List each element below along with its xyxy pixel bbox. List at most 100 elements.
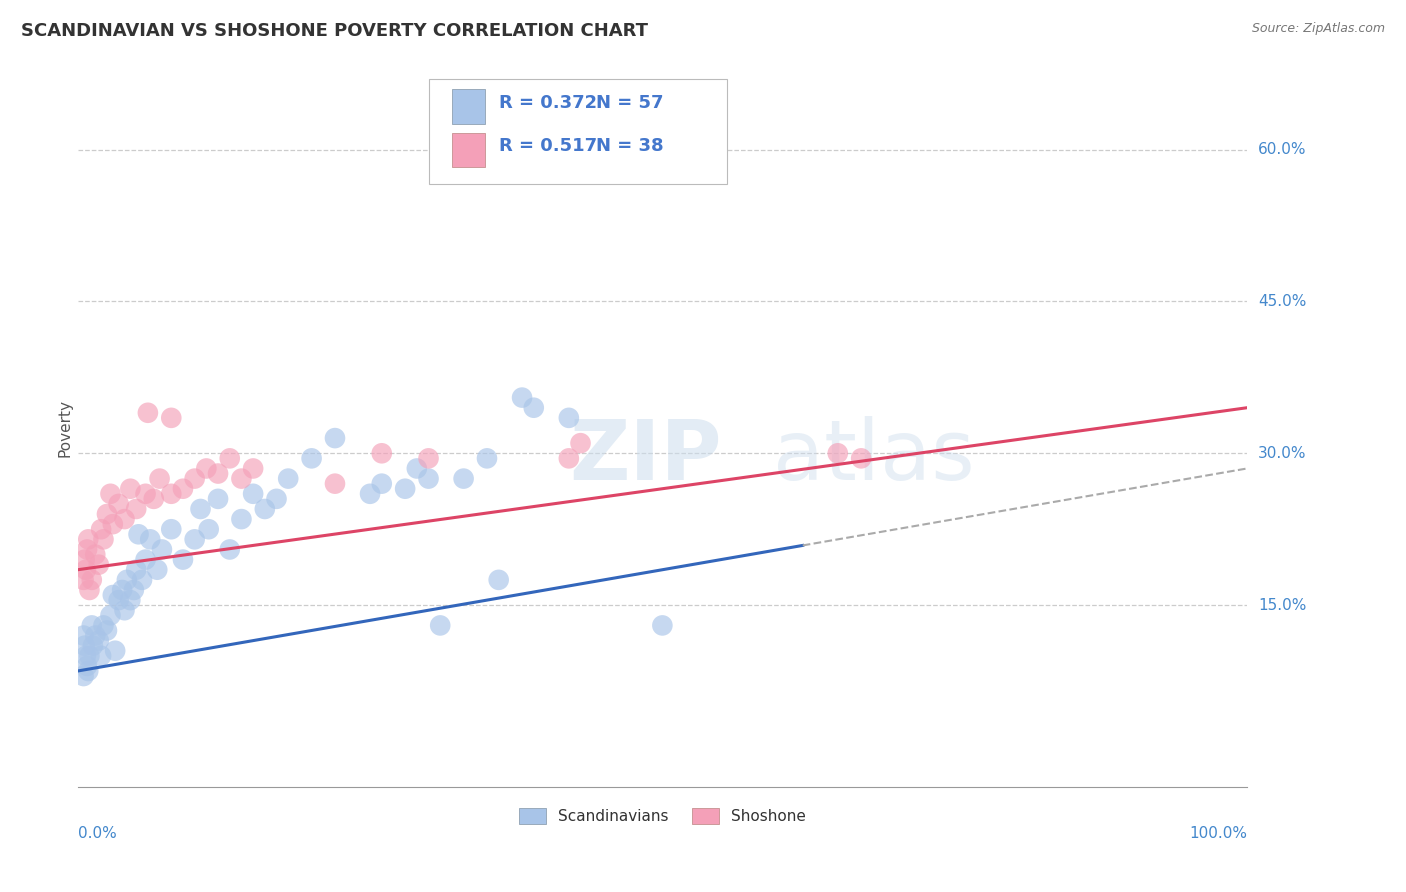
Point bbox=[77, 664, 100, 678]
Y-axis label: Poverty: Poverty bbox=[58, 399, 72, 457]
Text: Source: ZipAtlas.com: Source: ZipAtlas.com bbox=[1251, 22, 1385, 36]
Text: N = 57: N = 57 bbox=[596, 94, 664, 112]
Text: 0.0%: 0.0% bbox=[77, 826, 117, 841]
Point bbox=[510, 391, 533, 405]
Point bbox=[558, 451, 581, 466]
Text: N = 38: N = 38 bbox=[596, 137, 664, 155]
Point bbox=[149, 472, 172, 486]
Point bbox=[231, 472, 253, 486]
Point bbox=[418, 472, 440, 486]
Point bbox=[111, 582, 134, 597]
Legend: Scandinavians, Shoshone: Scandinavians, Shoshone bbox=[512, 802, 813, 830]
Bar bbox=[451, 89, 485, 124]
Point bbox=[418, 451, 440, 466]
Point bbox=[72, 573, 94, 587]
Text: R = 0.517: R = 0.517 bbox=[499, 137, 596, 155]
Point bbox=[569, 436, 592, 450]
Point bbox=[146, 563, 169, 577]
Text: 30.0%: 30.0% bbox=[1258, 446, 1306, 461]
Point bbox=[160, 410, 183, 425]
Point bbox=[195, 461, 218, 475]
Point bbox=[266, 491, 288, 506]
Point bbox=[136, 406, 159, 420]
Point bbox=[323, 431, 346, 445]
Text: 100.0%: 100.0% bbox=[1189, 826, 1247, 841]
Point bbox=[207, 491, 229, 506]
Point bbox=[76, 659, 98, 673]
Point bbox=[96, 507, 118, 521]
Point bbox=[488, 573, 510, 587]
Point bbox=[125, 502, 148, 516]
Point bbox=[107, 593, 129, 607]
Point bbox=[72, 628, 94, 642]
Point bbox=[90, 522, 112, 536]
Point bbox=[301, 451, 323, 466]
Point bbox=[323, 476, 346, 491]
Point bbox=[115, 573, 138, 587]
Point bbox=[190, 502, 212, 516]
Point bbox=[84, 628, 107, 642]
Point bbox=[558, 410, 581, 425]
Point bbox=[218, 542, 240, 557]
Point bbox=[93, 533, 115, 547]
Point bbox=[142, 491, 165, 506]
Point bbox=[253, 502, 276, 516]
Point bbox=[79, 582, 101, 597]
Point bbox=[93, 618, 115, 632]
Point bbox=[87, 558, 110, 572]
Point bbox=[197, 522, 219, 536]
Point bbox=[77, 533, 100, 547]
Point bbox=[120, 593, 142, 607]
Point bbox=[218, 451, 240, 466]
Point bbox=[475, 451, 498, 466]
Point bbox=[160, 522, 183, 536]
Point bbox=[104, 644, 127, 658]
Point bbox=[79, 648, 101, 663]
Point bbox=[82, 639, 104, 653]
Point bbox=[405, 461, 427, 475]
Point bbox=[160, 487, 183, 501]
Point bbox=[87, 633, 110, 648]
Point bbox=[72, 669, 94, 683]
Point bbox=[371, 476, 394, 491]
Point bbox=[101, 588, 124, 602]
Point bbox=[242, 461, 264, 475]
Point bbox=[100, 487, 122, 501]
Point bbox=[523, 401, 546, 415]
Text: atlas: atlas bbox=[773, 417, 976, 497]
Point bbox=[75, 563, 97, 577]
Point bbox=[172, 552, 194, 566]
Point bbox=[183, 533, 205, 547]
Point bbox=[394, 482, 416, 496]
Point bbox=[101, 517, 124, 532]
Point bbox=[359, 487, 381, 501]
Point bbox=[231, 512, 253, 526]
Point bbox=[139, 533, 162, 547]
Text: 60.0%: 60.0% bbox=[1258, 142, 1306, 157]
Point bbox=[100, 608, 122, 623]
Point bbox=[131, 573, 153, 587]
Point bbox=[150, 542, 173, 557]
Point bbox=[207, 467, 229, 481]
Point bbox=[75, 648, 97, 663]
Text: 15.0%: 15.0% bbox=[1258, 598, 1306, 613]
Point bbox=[80, 618, 103, 632]
Bar bbox=[451, 133, 485, 168]
Point bbox=[84, 548, 107, 562]
Point bbox=[453, 472, 475, 486]
Point bbox=[277, 472, 299, 486]
Text: R = 0.372: R = 0.372 bbox=[499, 94, 596, 112]
Point bbox=[827, 446, 849, 460]
Point bbox=[114, 512, 136, 526]
Point bbox=[429, 618, 451, 632]
Text: SCANDINAVIAN VS SHOSHONE POVERTY CORRELATION CHART: SCANDINAVIAN VS SHOSHONE POVERTY CORRELA… bbox=[21, 22, 648, 40]
Point bbox=[96, 624, 118, 638]
Point bbox=[114, 603, 136, 617]
Point bbox=[371, 446, 394, 460]
Point bbox=[849, 451, 872, 466]
Point bbox=[135, 552, 157, 566]
Point bbox=[73, 552, 96, 566]
Point bbox=[135, 487, 157, 501]
Text: ZIP: ZIP bbox=[569, 417, 721, 497]
Point bbox=[90, 648, 112, 663]
